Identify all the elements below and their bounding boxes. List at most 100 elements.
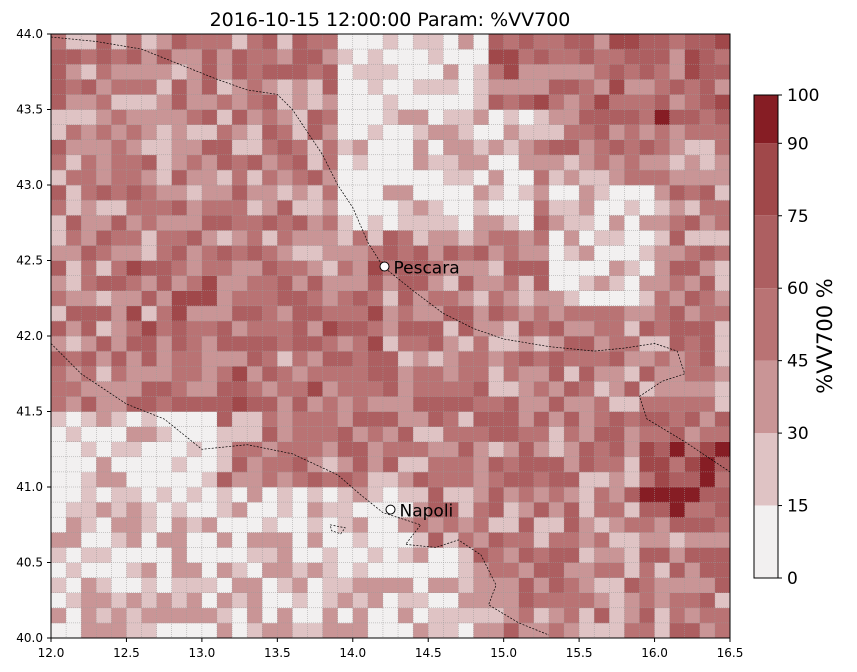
heatmap-cell [142,64,157,79]
heatmap-cell [685,487,700,502]
heatmap-cell [564,396,579,411]
heatmap-cell [383,321,398,336]
heatmap-cell [685,321,700,336]
heatmap-cell [564,215,579,230]
heatmap-cell [519,396,534,411]
heatmap-cell [157,442,172,457]
heatmap-cell [700,125,715,140]
heatmap-cell [519,110,534,125]
heatmap-cell [126,623,141,638]
colorbar-tick-label: 60 [787,279,809,299]
heatmap-cell [308,155,323,170]
heatmap-cell [458,64,473,79]
heatmap-cell [413,547,428,562]
heatmap-cell [473,427,488,442]
heatmap-cell [594,200,609,215]
heatmap-cell [323,457,338,472]
heatmap-cell [217,49,232,64]
heatmap-cell [187,200,202,215]
heatmap-cell [685,532,700,547]
heatmap-cell [323,381,338,396]
heatmap-cell [489,517,504,532]
heatmap-cell [579,457,594,472]
heatmap-cell [715,427,730,442]
heatmap-cell [624,427,639,442]
heatmap-cell [142,110,157,125]
heatmap-cell [368,110,383,125]
heatmap-cell [368,140,383,155]
heatmap-cell [670,125,685,140]
heatmap-cell [66,215,81,230]
heatmap-cell [247,442,262,457]
heatmap-cell [142,79,157,94]
heatmap-cell [519,351,534,366]
heatmap-cell [413,140,428,155]
heatmap-cell [217,261,232,276]
heatmap-cell [217,200,232,215]
heatmap-cell [655,396,670,411]
heatmap-cell [398,593,413,608]
heatmap-cell [81,306,96,321]
heatmap-cell [142,412,157,427]
heatmap-cell [473,457,488,472]
heatmap-cell [308,230,323,245]
heatmap-cell [368,276,383,291]
heatmap-cell [504,291,519,306]
heatmap-cell [142,321,157,336]
heatmap-cell [202,532,217,547]
heatmap-cell [81,185,96,200]
heatmap-cell [519,245,534,260]
heatmap-cell [685,49,700,64]
heatmap-cell [594,578,609,593]
heatmap-cell [594,230,609,245]
heatmap-cell [308,351,323,366]
heatmap-cell [292,623,307,638]
heatmap-cell [443,593,458,608]
heatmap-cell [96,200,111,215]
heatmap-cell [639,125,654,140]
heatmap-cell [564,563,579,578]
heatmap-cell [202,185,217,200]
heatmap-cell [323,200,338,215]
heatmap-cell [232,547,247,562]
heatmap-cell [594,291,609,306]
heatmap-cell [458,351,473,366]
heatmap-cell [368,381,383,396]
heatmap-cell [157,593,172,608]
heatmap-cell [564,321,579,336]
heatmap-cell [66,291,81,306]
heatmap-cell [338,245,353,260]
heatmap-cell [368,578,383,593]
heatmap-cell [655,578,670,593]
heatmap-cell [489,306,504,321]
heatmap-cell [564,245,579,260]
heatmap-cell [519,64,534,79]
y-tick-label: 43.5 [16,103,43,117]
heatmap-cell [715,608,730,623]
heatmap-cell [700,427,715,442]
heatmap-cell [594,170,609,185]
heatmap-cell [187,321,202,336]
heatmap-cell [594,49,609,64]
heatmap-cell [443,487,458,502]
heatmap-cell [247,563,262,578]
heatmap-cell [383,427,398,442]
heatmap-cell [368,487,383,502]
heatmap-cell [262,140,277,155]
heatmap-cell [262,64,277,79]
heatmap-cell [549,427,564,442]
heatmap-cell [66,412,81,427]
heatmap-cell [51,94,66,109]
heatmap-cell [715,49,730,64]
heatmap-cell [489,472,504,487]
heatmap-cell [66,321,81,336]
heatmap-cell [534,427,549,442]
heatmap-cell [277,623,292,638]
heatmap-cell [292,457,307,472]
heatmap-cell [519,366,534,381]
heatmap-cell [685,185,700,200]
heatmap-cell [66,34,81,49]
heatmap-cell [670,245,685,260]
heatmap-cell [443,230,458,245]
heatmap-cell [639,623,654,638]
